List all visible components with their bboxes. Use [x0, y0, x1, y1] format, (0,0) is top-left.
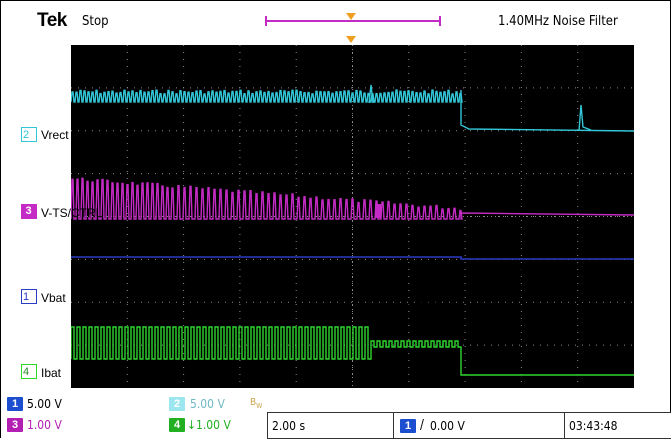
channel-2-name: Vrect	[41, 128, 69, 142]
record-bar-left-tick	[265, 16, 267, 26]
channel-1-name: Vbat	[41, 291, 66, 305]
ch2-late-spike	[578, 104, 592, 132]
arrow-vbat	[488, 264, 527, 284]
ch3-badge[interactable]: 3	[7, 418, 23, 432]
vertical-readout-panel: 1 5.00 V 2 5.00 V BW 3 1.00 V 4 ↓ 1.00 V	[1, 391, 267, 439]
arrow-vrect	[157, 104, 202, 138]
arrow-vbat-head	[519, 265, 526, 271]
acquisition-state: Stop	[82, 14, 109, 29]
trigger-source-badge: 1	[400, 419, 416, 433]
ch1-badge[interactable]: 1	[7, 397, 23, 411]
brand-logo: Tek	[37, 10, 67, 31]
ch1-trace-vbat	[71, 256, 634, 260]
ch1-scale: 5.00 V	[27, 397, 62, 411]
trigger-position-icon[interactable]	[346, 36, 356, 43]
channel-3-name: V-TS/CTRL	[41, 206, 103, 220]
trigger-slope-icon: /	[420, 418, 424, 433]
timebase-value: 2.00 s	[272, 419, 306, 433]
trigger-level: 0.00 V	[430, 419, 465, 433]
ch2-mid-spike	[368, 84, 374, 104]
channel-3-marker-number: 3	[25, 205, 32, 217]
ch3-trace-vts	[71, 177, 634, 220]
ch4-offset-icon: ↓	[187, 418, 197, 432]
ch4-badge[interactable]: 4	[169, 418, 185, 432]
channel-2-marker[interactable]: 2	[21, 127, 37, 142]
ch2-badge[interactable]: 2	[169, 397, 185, 411]
clock-value: 03:43:48	[569, 419, 618, 433]
bandwidth-limit-mark: BW	[250, 397, 263, 410]
ch4-trace-ibat	[71, 326, 634, 376]
arrow-vts-head	[381, 186, 388, 193]
ch4-scale: 1.00 V	[196, 418, 231, 432]
record-trigger-arrow-icon	[346, 13, 356, 20]
arrow-vrect-head	[194, 105, 201, 112]
trigger-readout[interactable]: 1 / 0.00 V	[393, 412, 565, 439]
clock-readout: 03:43:48	[565, 412, 671, 439]
channel-1-marker[interactable]: 1	[21, 289, 37, 304]
annotation-vbat: VBAT	[475, 283, 504, 301]
channel-3-marker[interactable]: 3	[21, 204, 37, 219]
ch3-scale: 1.00 V	[27, 418, 62, 432]
ch3-bump	[375, 204, 381, 218]
channel-4-name: Ibat	[41, 366, 62, 380]
ch2-scale: 5.00 V	[190, 397, 225, 411]
record-bar-right-tick	[439, 16, 441, 26]
channel-1-marker-number: 1	[23, 291, 30, 303]
timebase-readout[interactable]: 2.00 s	[267, 412, 393, 439]
filter-info: 1.40MHz Noise Filter	[498, 14, 618, 29]
waveform-display[interactable]	[71, 45, 634, 388]
arrow-ibat-head	[391, 313, 398, 320]
annotation-vts-ctrl: VTS/CTRL	[373, 140, 424, 158]
annotation-ibat: IBAT	[419, 291, 443, 309]
channel-2-marker-number: 2	[23, 129, 30, 141]
channel-4-marker-number: 4	[23, 366, 30, 378]
ch2-trace-vrect	[71, 89, 634, 132]
annotation-vrect: VRECT	[136, 135, 172, 153]
waveform-svg	[71, 45, 634, 388]
channel-4-marker[interactable]: 4	[21, 364, 37, 379]
arrow-vts	[380, 159, 414, 194]
record-view-bar[interactable]	[265, 20, 441, 22]
